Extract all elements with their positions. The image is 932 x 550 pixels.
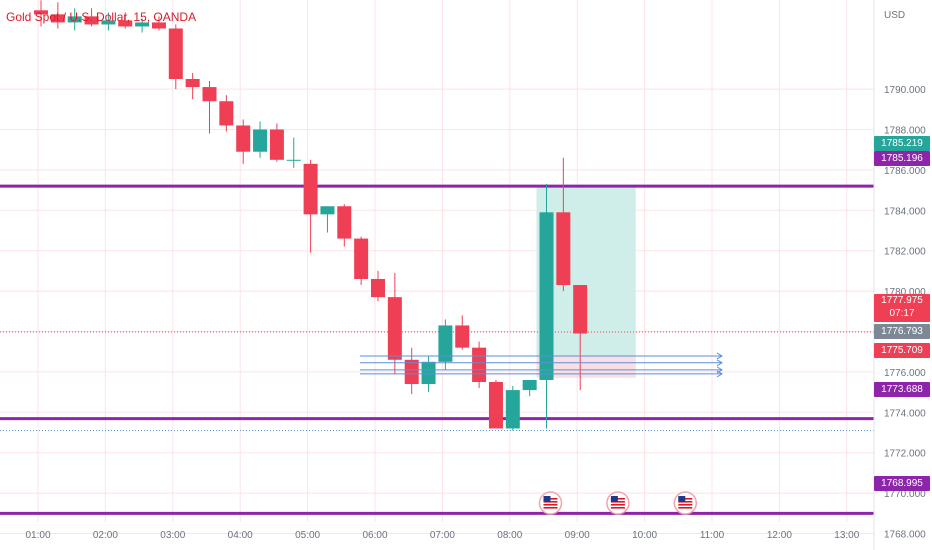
projection-arrow-head [716,370,723,378]
price-tag-support: 1773.688 [874,382,930,397]
y-tick-label: 1776.000 [884,368,926,379]
price-tag-current: 1777.975 07:17 [874,294,930,322]
candle-body [286,159,301,161]
candle-body [34,10,48,15]
y-tick-label: 1780.000 [884,287,926,298]
candle-body [354,238,369,279]
candle-body [472,347,487,382]
flag-stripe [678,507,693,509]
candle-body [135,22,150,27]
flag-canton [678,496,686,502]
us-flag-icon [673,491,698,515]
current-price-value: 1777.975 [881,295,923,306]
y-tick-label: 1774.000 [884,408,926,419]
y-tick-label: 1770.000 [884,489,926,500]
flag-canton [543,496,551,502]
candle-body [236,125,251,152]
candle-body [320,206,335,215]
y-tick-label: 1782.000 [884,247,926,258]
candles [34,0,588,431]
candle-body [219,101,234,126]
price-tag-stop: 1775.709 [874,343,930,358]
candle-body [253,129,268,152]
horizontal-levels[interactable] [0,184,874,515]
us-flag-icon [606,491,630,515]
us-flag-icon [538,491,563,515]
y-tick-label: 1784.000 [884,206,926,217]
x-tick-label: 08:00 [497,530,522,541]
x-tick-label: 06:00 [362,530,387,541]
price-tag-high: 1785.219 [874,136,930,151]
x-tick-label: 09:00 [565,530,590,541]
projection-arrow-head [716,359,723,367]
stop-zone [536,355,636,378]
x-tick-label: 05:00 [295,530,320,541]
candle-body [168,28,183,79]
x-tick-label: 04:00 [228,530,253,541]
candle-body [488,382,503,429]
projection-arrows[interactable] [360,352,723,378]
price-tag-lower-support: 1768.995 [874,476,930,491]
x-tick-label: 10:00 [632,530,657,541]
candle-body [573,285,588,334]
y-tick-label: 1788.000 [884,126,926,137]
y-tick-label: 1790.000 [884,85,926,96]
candle-body [371,278,385,298]
grid [0,0,874,534]
candle-body [404,359,419,385]
x-tick-label: 13:00 [834,530,859,541]
candle-body [337,206,352,239]
y-tick-label: 1786.000 [884,166,926,177]
bar-countdown: 07:17 [889,308,915,319]
x-tick-label: 01:00 [25,530,50,541]
flag-stripe [543,507,558,509]
candle-body [269,129,284,160]
x-tick-label: 03:00 [160,530,185,541]
x-tick-label: 07:00 [430,530,455,541]
candle-body [67,16,82,23]
candle-body [151,22,166,29]
currency-label: USD [884,10,905,21]
chart-title: Gold Spot / U.S. Dollar, 15, OANDA [6,10,197,24]
price-tag-resistance: 1785.196 [874,151,930,166]
x-tick-label: 12:00 [767,530,792,541]
candle-body [101,20,116,25]
candle-body [455,325,470,348]
candle-body [556,212,571,286]
candle-body [522,379,537,391]
projection-arrow-head [716,352,723,360]
candle-body [438,325,453,362]
economic-events[interactable] [538,491,698,515]
y-tick-label: 1768.000 [884,530,926,541]
x-tick-label: 11:00 [700,530,725,541]
candle-body [202,87,217,102]
flag-stripe [678,504,693,506]
flag-stripe [610,507,625,509]
flag-stripe [543,504,558,506]
candle-body [303,163,318,215]
candle-body [118,20,133,27]
flag-canton [610,496,618,502]
x-tick-label: 02:00 [93,530,118,541]
axes: 1768.000 1770.000 1772.000 1774.000 1776.000… [25,85,926,541]
candle-body [84,16,99,25]
price-tag-entry: 1776.793 [874,324,930,339]
candle-body [50,14,65,23]
y-tick-label: 1772.000 [884,449,926,460]
flag-stripe [610,504,625,506]
candle-body [505,390,520,429]
candle-body [421,361,436,385]
candle-body [185,79,200,88]
candle-body [539,212,554,380]
candle-body [387,297,402,360]
